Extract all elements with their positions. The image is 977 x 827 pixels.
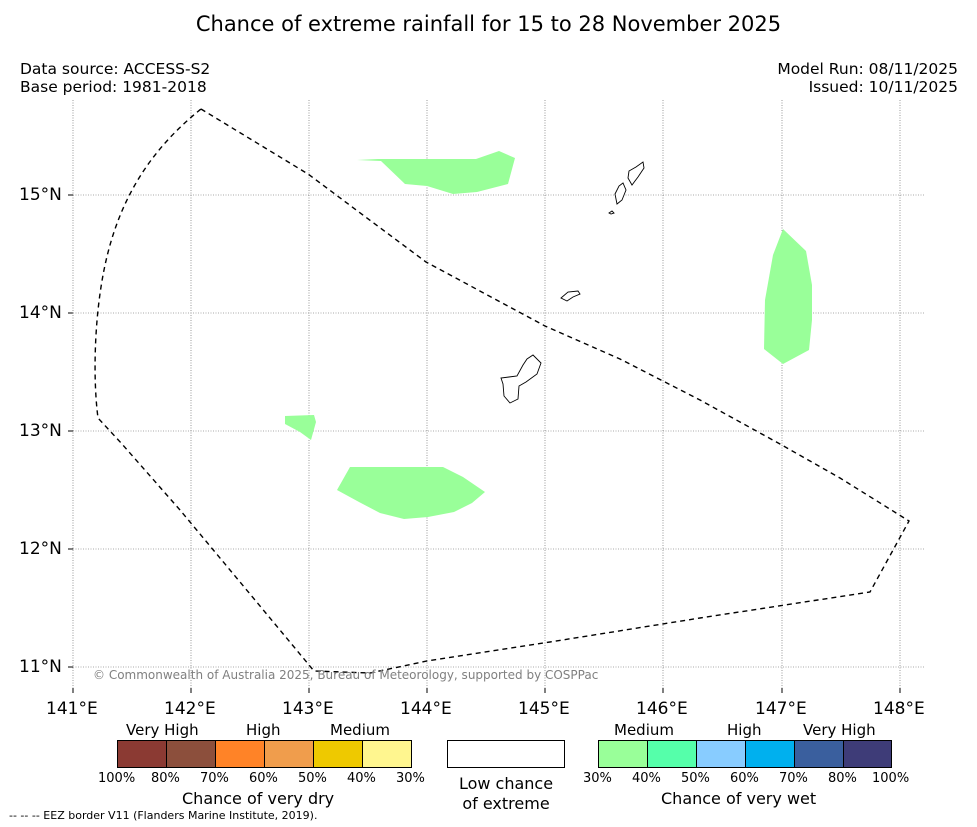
lat-label-15: 15°N	[19, 185, 62, 205]
island-tinian	[614, 182, 627, 205]
dry-tick-100: 100%	[98, 771, 136, 786]
lon-label-146: 146°E	[636, 699, 688, 719]
island-guam	[500, 354, 542, 404]
lat-label-13: 13°N	[19, 421, 62, 441]
lon-label-144: 144°E	[400, 699, 452, 719]
wet-tick-40: 40%	[632, 771, 661, 786]
lon-label-147: 147°E	[755, 699, 807, 719]
low-chance-swatch	[447, 740, 565, 768]
island-aguijan	[608, 210, 615, 215]
lat-label-11: 11°N	[19, 657, 62, 677]
lat-label-14: 14°N	[19, 303, 62, 323]
wet-tick-100: 100%	[872, 771, 910, 786]
wet-region-west-small	[285, 415, 316, 440]
dry-tick-80: 80%	[151, 771, 180, 786]
map-ticks	[68, 194, 901, 693]
dry-level-high: High	[246, 721, 281, 739]
dry-colorbar	[117, 740, 412, 768]
eez-border	[94, 108, 910, 674]
map-title: Chance of extreme rainfall for 15 to 28 …	[195, 12, 782, 36]
lon-label-143: 143°E	[282, 699, 334, 719]
dry-swatch-0	[117, 740, 167, 768]
lat-label-12: 12°N	[19, 539, 62, 559]
base-period-text: Base period: 1981-2018	[20, 78, 207, 96]
dry-swatch-1	[166, 740, 216, 768]
wet-level-medium: Medium	[614, 721, 674, 739]
dry-swatch-5	[362, 740, 412, 768]
lon-label-148: 148°E	[873, 699, 925, 719]
low-chance-line2: of extreme	[462, 794, 550, 813]
dry-tick-60: 60%	[249, 771, 278, 786]
wet-swatch-2	[696, 740, 746, 768]
dry-colorbar-title: Chance of very dry	[182, 789, 335, 808]
wet-swatch-3	[745, 740, 795, 768]
dry-tick-40: 40%	[347, 771, 376, 786]
low-chance-label: Low chance of extreme	[447, 774, 565, 814]
island-rota	[560, 290, 581, 302]
dry-level-medium: Medium	[330, 721, 390, 739]
dry-tick-30: 30%	[396, 771, 425, 786]
coastlines	[500, 161, 645, 404]
lon-label-145: 145°E	[518, 699, 570, 719]
issued-text: Issued: 10/11/2025	[808, 78, 958, 96]
dry-level-very-high: Very High	[126, 721, 199, 739]
low-chance-line1: Low chance	[458, 774, 554, 793]
dry-swatch-2	[215, 740, 265, 768]
meta-right: Model Run: 08/11/2025 Issued: 10/11/2025	[777, 60, 958, 96]
wet-tick-70: 70%	[779, 771, 808, 786]
dry-swatch-3	[264, 740, 314, 768]
wet-level-high: High	[727, 721, 762, 739]
copyright-text: © Commonwealth of Australia 2025, Bureau…	[93, 668, 599, 682]
meta-left: Data source: ACCESS-S2 Base period: 1981…	[20, 60, 210, 96]
wet-colorbar-title: Chance of very wet	[661, 789, 817, 808]
wet-level-very-high: Very High	[803, 721, 876, 739]
wet-tick-80: 80%	[828, 771, 857, 786]
wet-region-southwest	[337, 467, 485, 519]
wet-swatch-0	[598, 740, 648, 768]
model-run-text: Model Run: 08/11/2025	[777, 60, 958, 78]
wet-swatch-1	[647, 740, 697, 768]
wet-swatch-5	[843, 740, 892, 768]
wet-colorbar	[598, 740, 892, 768]
dry-tick-70: 70%	[200, 771, 229, 786]
island-saipan	[627, 161, 645, 186]
dry-swatch-4	[313, 740, 363, 768]
wet-region-east	[764, 229, 812, 364]
dry-tick-50: 50%	[298, 771, 327, 786]
data-source-text: Data source: ACCESS-S2	[20, 60, 211, 78]
lon-label-142: 142°E	[164, 699, 216, 719]
graticule	[72, 100, 924, 688]
wet-regions	[285, 151, 812, 519]
eez-border-note: -- -- -- EEZ border V11 (Flanders Marine…	[9, 809, 318, 822]
lon-label-141: 141°E	[46, 699, 98, 719]
wet-swatch-4	[794, 740, 844, 768]
wet-tick-50: 50%	[681, 771, 710, 786]
wet-tick-60: 60%	[730, 771, 759, 786]
wet-tick-30: 30%	[583, 771, 612, 786]
wet-region-north	[357, 151, 515, 194]
